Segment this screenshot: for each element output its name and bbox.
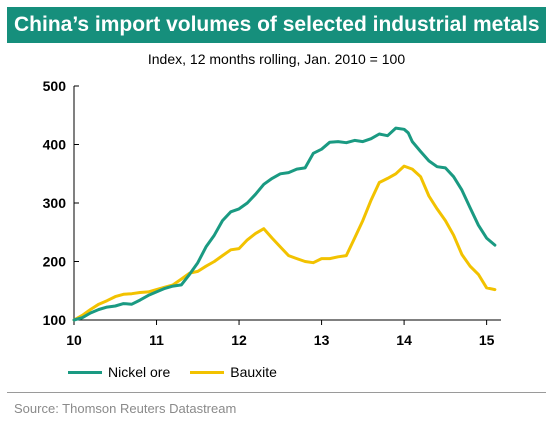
series-line-nickel-ore: [72, 126, 497, 322]
x-tick-label: 15: [479, 332, 495, 348]
y-tick-label: 300: [43, 195, 67, 211]
x-tick-label: 13: [314, 332, 330, 348]
y-tick-label: 400: [43, 137, 67, 153]
chart-subtitle: Index, 12 months rolling, Jan. 2010 = 10…: [147, 51, 406, 67]
legend-item-bauxite: Bauxite: [190, 364, 277, 380]
x-tick-label: 10: [66, 332, 82, 348]
series-line-bauxite: [72, 164, 497, 322]
legend-swatch-nickel-ore: [68, 370, 102, 374]
x-tick-label: 12: [231, 332, 247, 348]
y-tick-label: 100: [43, 312, 67, 328]
title-bar: China’s import volumes of selected indus…: [7, 7, 546, 43]
legend-label-bauxite: Bauxite: [230, 364, 277, 380]
legend-item-nickel-ore: Nickel ore: [68, 364, 170, 380]
x-tick-label: 11: [149, 332, 164, 348]
chart-series: [72, 126, 497, 322]
y-tick-label: 200: [43, 254, 67, 270]
source-note: Source: Thomson Reuters Datastream: [14, 401, 237, 416]
line-chart: 100 200 300 400 500 10 11 12 13 14 15: [43, 78, 501, 348]
source-divider: [7, 392, 546, 393]
legend-swatch-bauxite: [190, 370, 225, 374]
y-tick-label: 500: [43, 78, 67, 94]
chart-axes: 100 200 300 400 500 10 11 12 13 14 15: [43, 78, 501, 348]
x-tick-label: 14: [396, 332, 412, 348]
legend-label-nickel-ore: Nickel ore: [108, 364, 171, 380]
chart-title: China’s import volumes of selected indus…: [14, 13, 540, 36]
chart-legend: Nickel ore Bauxite: [68, 364, 297, 380]
